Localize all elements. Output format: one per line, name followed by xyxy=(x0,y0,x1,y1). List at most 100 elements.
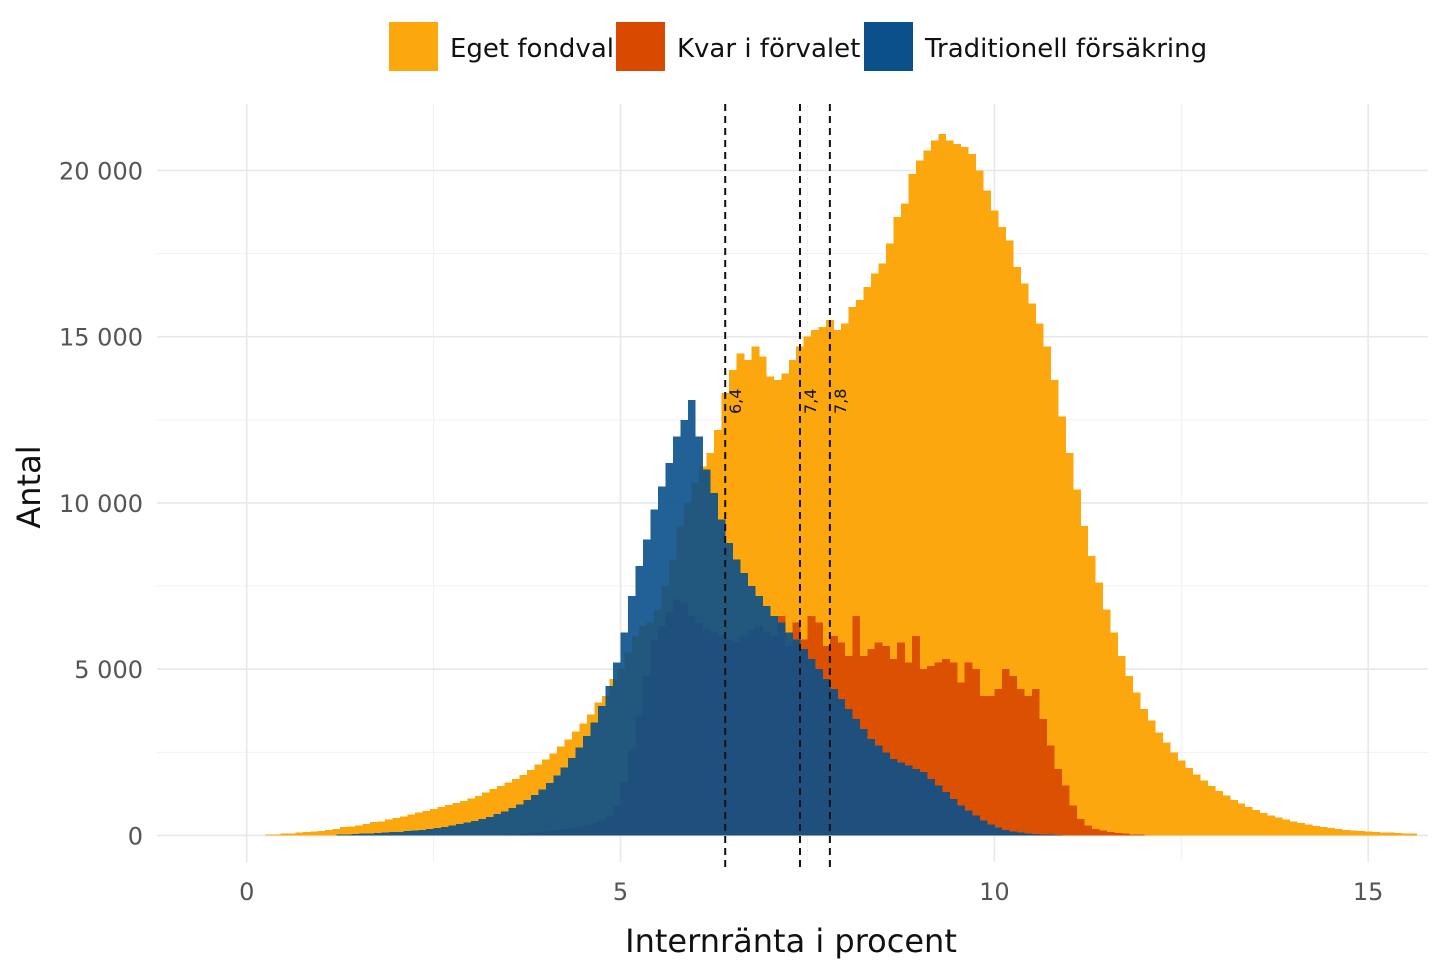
bar xyxy=(332,828,341,836)
bar xyxy=(500,811,509,836)
bar xyxy=(934,662,943,836)
bar xyxy=(418,829,427,836)
bar xyxy=(325,829,334,836)
bar xyxy=(942,659,950,836)
bar xyxy=(295,832,304,836)
bar xyxy=(396,831,405,836)
bar xyxy=(1289,821,1298,836)
bar xyxy=(1046,834,1055,836)
legend-swatch xyxy=(616,22,665,71)
bar xyxy=(1185,767,1193,836)
bar xyxy=(856,300,864,836)
bar xyxy=(657,486,666,836)
legend-label: Kvar i förvalet xyxy=(677,34,860,64)
bar xyxy=(1409,833,1418,836)
bar xyxy=(1267,815,1276,836)
bar xyxy=(1024,695,1033,836)
bar xyxy=(1061,785,1070,836)
bar xyxy=(1207,786,1216,836)
bar xyxy=(467,798,476,836)
bar xyxy=(530,795,539,836)
bar xyxy=(403,831,412,836)
reference-line-label: 7,8 xyxy=(831,389,850,414)
bar xyxy=(904,765,913,836)
x-axis-title: Internränta i procent xyxy=(625,922,957,960)
bar xyxy=(1170,752,1178,836)
bar xyxy=(1214,791,1223,836)
bar xyxy=(1095,582,1104,836)
y-tick-label: 15 000 xyxy=(59,324,143,352)
bar xyxy=(998,227,1006,836)
bar xyxy=(934,785,943,836)
bar xyxy=(385,819,393,836)
reference-line-label: 6,4 xyxy=(726,389,745,414)
axes: 0 5 10 15 0 5 000 10 000 15 000 20 000 xyxy=(59,157,1383,906)
bar xyxy=(1386,832,1395,836)
bar xyxy=(807,659,816,836)
bar xyxy=(971,815,980,836)
bar xyxy=(1009,675,1018,836)
bar xyxy=(463,822,472,836)
bar xyxy=(844,709,853,836)
bar xyxy=(598,705,606,836)
bar xyxy=(882,645,891,836)
bar xyxy=(1091,828,1100,836)
bar xyxy=(1136,834,1145,836)
bar xyxy=(1125,675,1134,836)
bar xyxy=(747,586,756,836)
bar xyxy=(1080,526,1089,836)
bar xyxy=(770,615,778,836)
bar xyxy=(968,153,977,836)
bar xyxy=(568,757,577,836)
bar xyxy=(1099,830,1107,836)
bar xyxy=(912,635,920,836)
bar xyxy=(482,792,491,836)
bar xyxy=(336,834,345,836)
bar xyxy=(474,795,483,836)
bar xyxy=(979,820,988,836)
bar xyxy=(803,336,812,836)
bar xyxy=(1024,833,1033,836)
bar xyxy=(1394,833,1403,836)
bar xyxy=(672,436,681,836)
bar xyxy=(1054,768,1063,836)
bar xyxy=(975,170,984,836)
bar xyxy=(829,689,838,836)
bar xyxy=(814,669,823,836)
bar xyxy=(1371,832,1380,836)
bar xyxy=(1237,803,1246,836)
bar xyxy=(960,147,969,836)
bar xyxy=(1065,453,1074,836)
bar xyxy=(1364,831,1373,836)
bar xyxy=(351,834,360,836)
bar xyxy=(1013,266,1021,836)
bar xyxy=(302,832,311,836)
bar xyxy=(867,738,876,836)
bar xyxy=(949,798,958,836)
bar xyxy=(448,825,457,836)
bar xyxy=(605,685,614,836)
bar xyxy=(650,509,659,836)
bar xyxy=(1274,817,1283,836)
bar xyxy=(915,160,924,836)
bar xyxy=(848,306,857,836)
bar xyxy=(710,492,719,836)
bar xyxy=(441,826,449,836)
bar xyxy=(545,782,554,836)
bar xyxy=(900,203,909,836)
bar xyxy=(1016,689,1025,836)
bar xyxy=(818,326,827,836)
y-axis-title: Antal xyxy=(10,445,48,528)
bar xyxy=(370,822,378,836)
x-tick-label: 5 xyxy=(613,878,628,906)
y-tick-label: 0 xyxy=(128,822,143,850)
bar xyxy=(1039,834,1048,836)
bar xyxy=(1297,823,1306,836)
bar xyxy=(1244,806,1253,836)
bar xyxy=(1222,795,1231,836)
y-tick-label: 5 000 xyxy=(74,656,143,684)
bar xyxy=(388,832,397,836)
bar xyxy=(971,669,980,836)
bar xyxy=(1016,832,1025,836)
bar xyxy=(927,665,935,836)
